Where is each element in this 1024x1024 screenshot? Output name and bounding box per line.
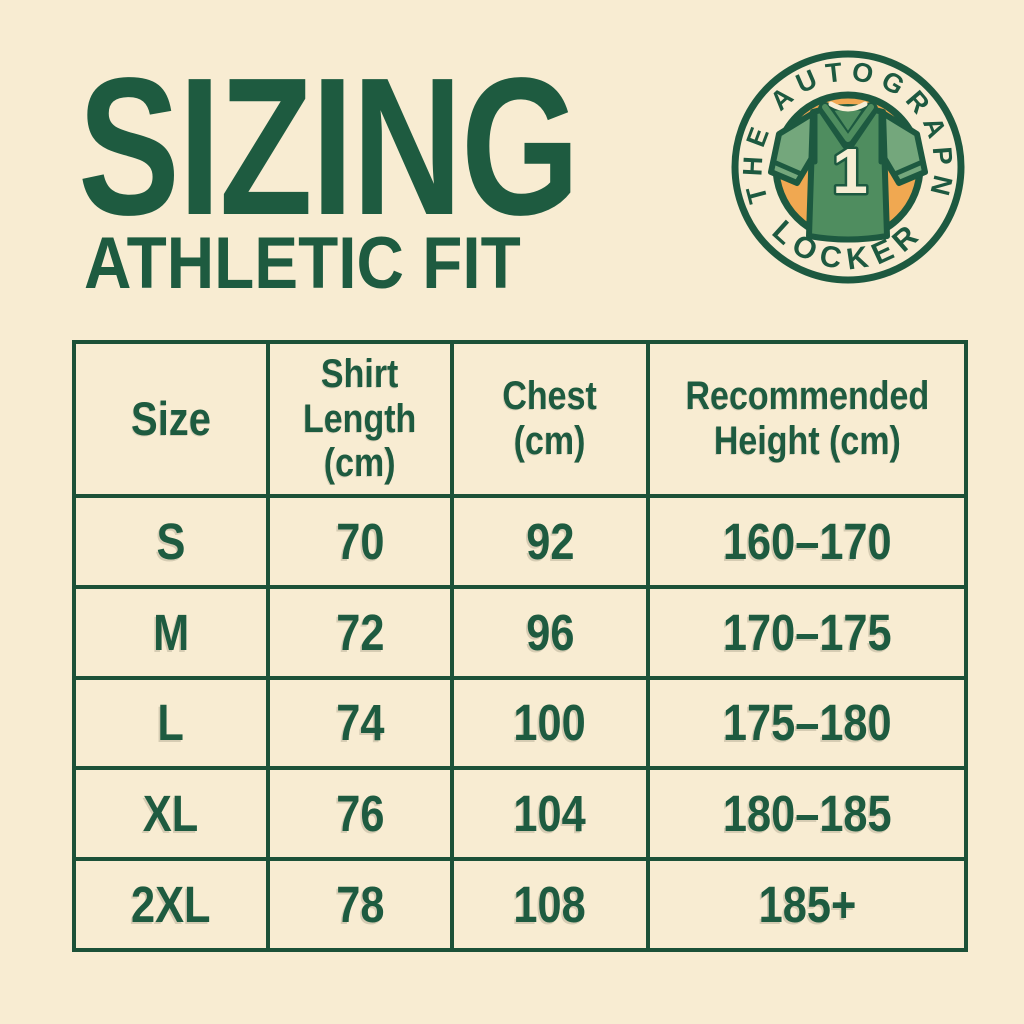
height-cell: 175–180 — [650, 679, 964, 767]
chest-cell: 96 — [454, 588, 646, 676]
height-cell: 185+ — [650, 861, 964, 948]
size-cell: 2XL — [76, 861, 266, 948]
chest-cell: 104 — [454, 770, 646, 858]
size-cell: S — [76, 498, 266, 585]
page-title-text: SIZING — [78, 37, 580, 256]
autograph-locker-badge-icon: 1 THE AUTOGRAPN LOCKER — [731, 50, 965, 284]
chest-cell: 100 — [454, 679, 646, 767]
height-cell: 170–175 — [650, 588, 964, 676]
shirt-length-cell: 76 — [270, 770, 450, 858]
shirt-length-cell: 72 — [270, 588, 450, 676]
column-header-shirt-length: Shirt Length (cm) — [270, 344, 450, 494]
size-cell: XL — [76, 770, 266, 858]
height-cell: 180–185 — [650, 770, 964, 858]
chest-cell: 108 — [454, 861, 646, 948]
shirt-length-cell: 78 — [270, 861, 450, 948]
height-cell: 160–170 — [650, 498, 964, 585]
chest-cell: 92 — [454, 498, 646, 585]
page-subtitle: ATHLETIC FIT — [84, 227, 569, 300]
page-title: SIZING — [78, 49, 719, 245]
size-cell: L — [76, 679, 266, 767]
shirt-length-cell: 74 — [270, 679, 450, 767]
shirt-length-cell: 70 — [270, 498, 450, 585]
sizing-table: Size Shirt Length (cm) Chest (cm) Recomm… — [72, 340, 968, 952]
brand-badge: 1 THE AUTOGRAPN LOCKER — [731, 50, 965, 284]
column-header-chest: Chest (cm) — [454, 344, 646, 494]
page-subtitle-text: ATHLETIC FIT — [84, 223, 521, 304]
jersey-number: 1 — [832, 135, 868, 207]
column-header-size: Size — [76, 344, 266, 494]
jersey-icon: 1 — [768, 101, 928, 243]
size-cell: M — [76, 588, 266, 676]
column-header-recommended-height: Recommended Height (cm) — [650, 344, 964, 494]
